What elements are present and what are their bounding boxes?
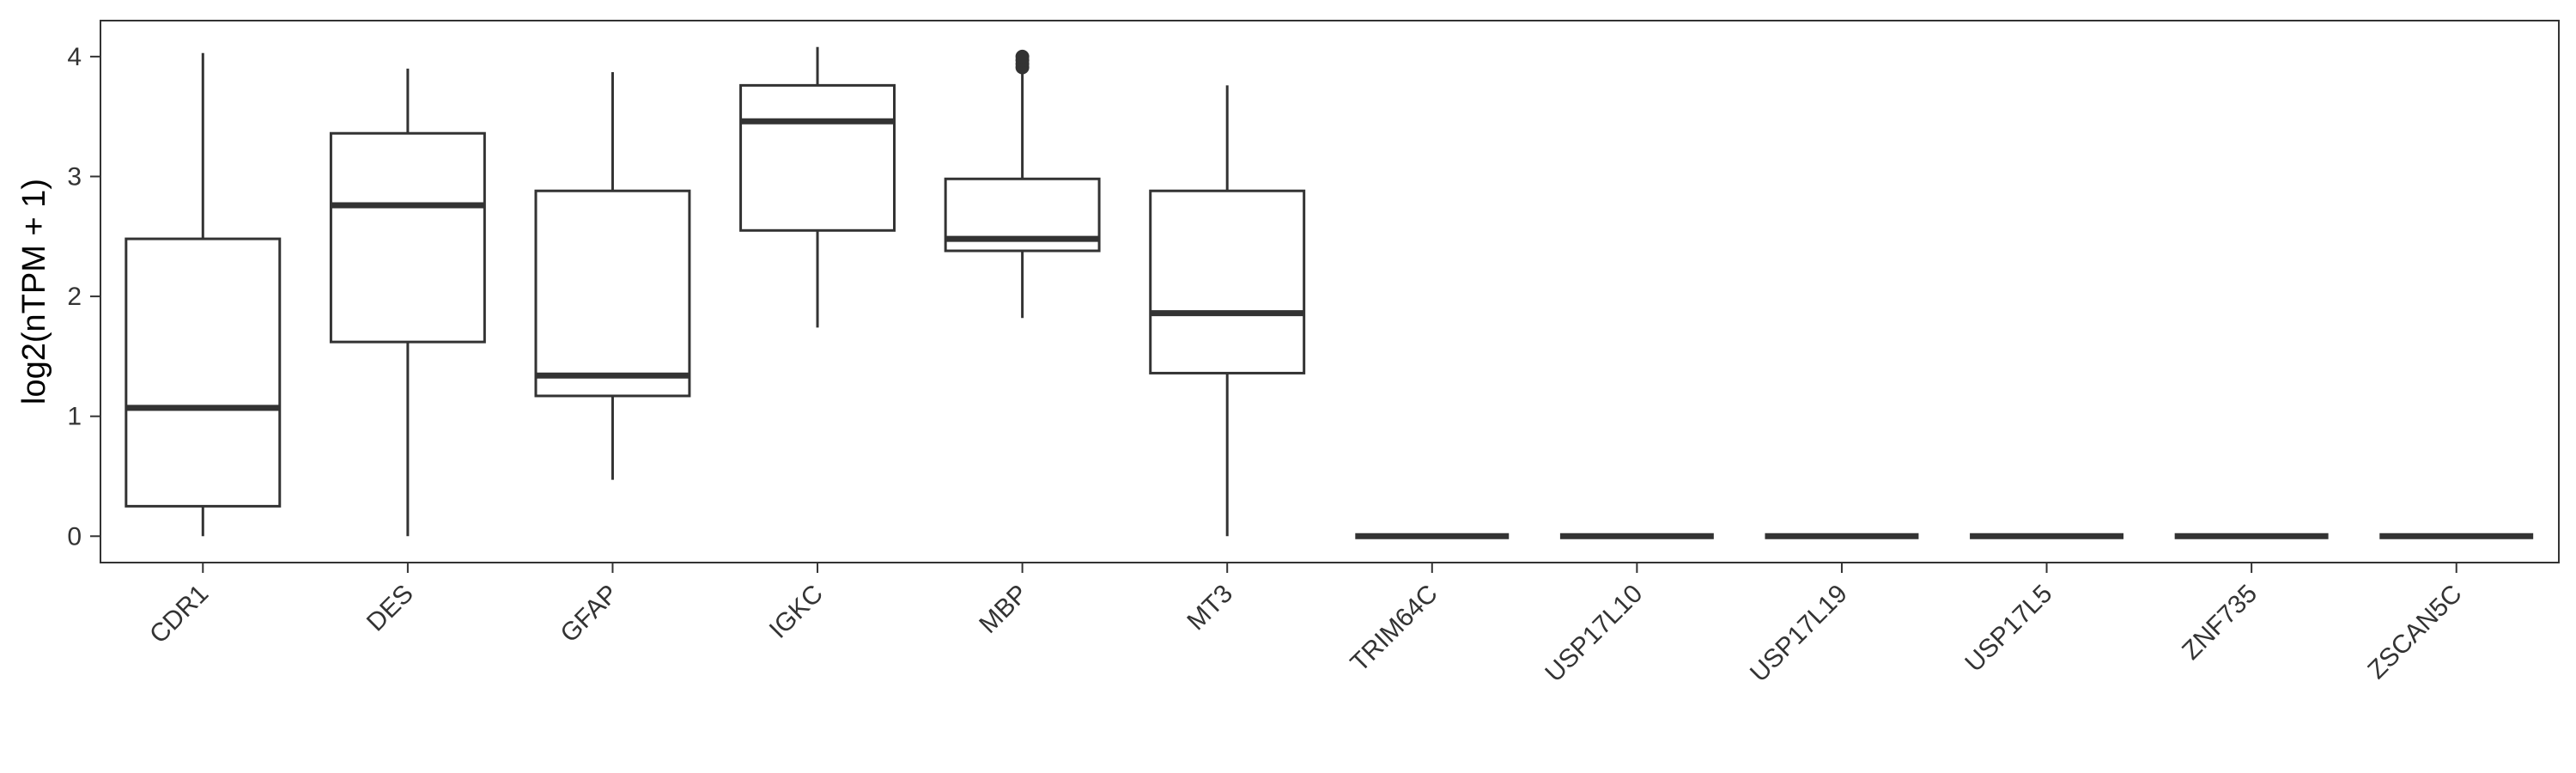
x-tick-label: CDR1 [144,580,214,649]
x-tick-label: TRIM64C [1346,580,1443,678]
y-tick-label: 0 [67,522,82,551]
y-tick-label: 2 [67,283,82,311]
x-tick-label: MBP [974,580,1033,639]
boxes-layer [125,46,2534,539]
box-iqr [534,189,691,398]
box-cdr1 [125,52,282,537]
x-tick-label: ZNF735 [2177,580,2263,666]
box-iqr [125,237,282,508]
x-tick-label: MT3 [1182,580,1238,636]
x-tick-label: IGKC [764,580,829,644]
x-tick-label: USP17L10 [1540,580,1648,688]
outlier-point [1015,49,1030,64]
panel-border [100,20,2560,563]
box-iqr [739,83,896,232]
x-tick-label: ZSCAN5C [2362,580,2467,685]
x-tick-label: USP17L5 [1959,580,2057,678]
y-tick-label: 1 [67,403,82,431]
box-gfap [534,72,691,480]
box-igkc [739,46,896,328]
plot-panel [100,21,2559,563]
box-iqr [1149,189,1306,374]
y-tick-label: 4 [67,43,82,71]
y-axis: 0 1 2 3 4 [67,43,100,551]
y-axis-title: log2(nTPM + 1) [16,179,52,405]
x-tick-label: GFAP [555,580,623,648]
box-iqr [329,131,486,344]
x-axis: CDR1 DES GFAP IGKC MBP MT3 TRIM64C USP17L10 USP1… [144,563,2468,688]
box-des [329,68,486,537]
x-tick-label: DES [361,580,419,637]
box-mbp [944,49,1101,319]
y-tick-label: 3 [67,162,82,191]
x-tick-label: USP17L19 [1745,580,1853,688]
box-mt3 [1149,85,1306,537]
